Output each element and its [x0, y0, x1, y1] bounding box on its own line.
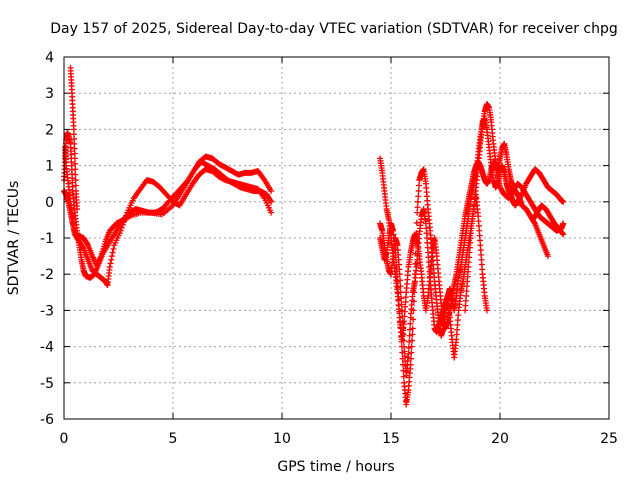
x-tick-label: 25: [600, 431, 618, 447]
data-point: [409, 331, 416, 338]
data-point: [560, 198, 567, 205]
y-tick-label: 0: [45, 195, 54, 211]
y-tick-labels: -6 -5 -4 -3 -2 -1 0 1 2 3 4: [40, 50, 54, 428]
data-point: [109, 249, 116, 256]
data-point: [74, 206, 81, 213]
y-axis-label: SDTVAR / TECUs: [6, 181, 22, 296]
data-point: [117, 227, 124, 234]
x-tick-label: 15: [382, 431, 400, 447]
data-point: [406, 338, 413, 345]
data-point: [544, 253, 551, 260]
data-point: [394, 278, 401, 285]
data-point: [415, 187, 422, 194]
x-axis-label: GPS time / hours: [277, 459, 394, 475]
data-point: [409, 337, 416, 344]
data-point: [406, 326, 413, 333]
y-tick-label: 4: [45, 50, 54, 66]
data-point: [72, 166, 79, 173]
data-point: [406, 332, 413, 339]
data-point: [107, 260, 114, 267]
data-point: [72, 160, 79, 167]
data-point: [267, 197, 274, 204]
data-point: [560, 231, 567, 238]
x-tick-label: 20: [491, 431, 509, 447]
y-tick-label: -5: [40, 376, 54, 392]
data-point: [72, 177, 79, 184]
data-point: [395, 290, 402, 297]
data-point: [407, 320, 414, 327]
plot-frame: [63, 56, 610, 420]
data-point: [408, 349, 415, 356]
data-point: [268, 187, 275, 194]
x-tick-label: 0: [60, 431, 69, 447]
data-point: [395, 302, 402, 309]
data-point: [414, 209, 421, 216]
data-point: [405, 350, 412, 357]
y-tick-label: 3: [45, 86, 54, 102]
y-tick-label: 1: [45, 159, 54, 175]
y-tick-label: 2: [45, 122, 54, 138]
y-tick-label: -3: [40, 303, 54, 319]
data-point: [72, 171, 79, 178]
data-points: [61, 64, 567, 408]
data-point: [268, 198, 275, 205]
data-point: [84, 241, 91, 248]
data-point: [483, 307, 490, 314]
y-tick-label: -1: [40, 231, 54, 247]
data-point: [518, 192, 525, 199]
data-point: [559, 230, 566, 237]
data-point: [408, 343, 415, 350]
data-point: [409, 325, 416, 332]
data-point: [72, 182, 79, 189]
data-point: [108, 253, 115, 260]
data-point: [414, 198, 421, 205]
y-tick-label: -2: [40, 267, 54, 283]
data-point: [405, 344, 412, 351]
y-tick-label: -6: [40, 412, 54, 428]
data-point: [396, 308, 403, 315]
data-point: [415, 193, 422, 200]
data-point: [71, 155, 78, 162]
data-point: [110, 245, 117, 252]
data-point: [407, 355, 414, 362]
data-point: [184, 178, 191, 185]
data-point: [415, 182, 422, 189]
data-point: [414, 204, 421, 211]
y-tick-label: -4: [40, 340, 54, 356]
data-point: [560, 220, 567, 227]
data-point: [118, 224, 125, 231]
data-point: [394, 284, 401, 291]
grid-lines: [64, 57, 609, 419]
data-point: [268, 209, 275, 216]
x-tick-label: 10: [273, 431, 291, 447]
data-point: [108, 256, 115, 263]
x-tick-label: 5: [169, 431, 178, 447]
data-point: [106, 263, 113, 270]
x-tick-labels: 0 5 10 15 20 25: [60, 431, 618, 447]
data-point: [395, 296, 402, 303]
data-point: [79, 244, 86, 251]
chart-title: Day 157 of 2025, Sidereal Day-to-day VTE…: [50, 21, 618, 37]
